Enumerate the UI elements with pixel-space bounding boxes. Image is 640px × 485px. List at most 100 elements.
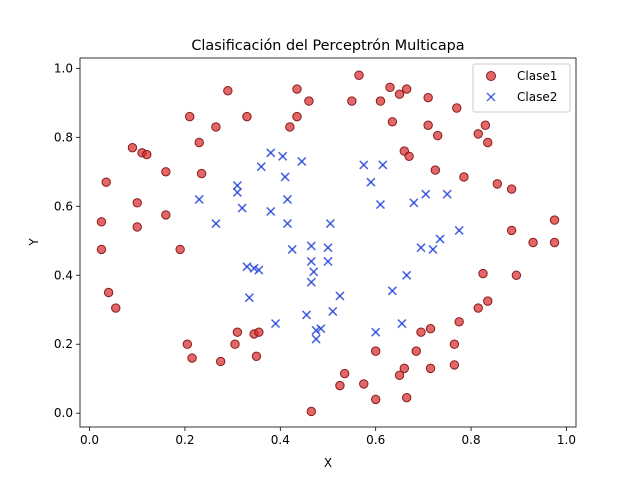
data-point: [132, 222, 142, 232]
data-point: [251, 351, 262, 362]
data-point: [285, 122, 295, 132]
data-point: [254, 327, 264, 337]
data-point: [306, 277, 316, 287]
data-point: [232, 327, 243, 337]
data-point: [354, 70, 364, 80]
data-point: [256, 162, 266, 172]
data-point: [449, 339, 460, 349]
data-point: [416, 327, 426, 337]
data-point: [175, 244, 185, 255]
series-clase1: [96, 70, 560, 417]
data-point: [506, 184, 517, 194]
data-point: [254, 265, 264, 275]
data-point: [483, 296, 493, 306]
data-point: [394, 89, 405, 99]
data-point: [394, 370, 405, 380]
data-point: [411, 346, 421, 356]
data-point: [425, 324, 436, 334]
data-point: [244, 293, 254, 303]
data-point: [371, 327, 381, 337]
data-point: [306, 406, 317, 417]
data-point: [266, 148, 276, 158]
data-point: [370, 346, 381, 356]
legend-marker-clase2: [486, 92, 496, 102]
data-point: [452, 103, 462, 113]
data-point: [375, 199, 386, 210]
data-point: [347, 96, 357, 106]
data-point: [359, 379, 369, 389]
data-point: [409, 198, 419, 208]
data-point: [454, 317, 464, 327]
data-point: [335, 380, 345, 391]
data-point: [311, 325, 321, 336]
data-point: [161, 167, 171, 177]
legend-frame: [472, 63, 571, 113]
data-point: [387, 117, 398, 127]
data-point: [375, 96, 386, 106]
series-clase2: [194, 148, 464, 344]
data-point: [282, 194, 293, 204]
data-point: [196, 168, 207, 179]
data-point: [297, 156, 307, 167]
data-point: [292, 84, 302, 94]
y-tick-label: 0.4: [54, 268, 73, 282]
data-point: [402, 270, 412, 280]
data-point: [399, 363, 410, 374]
legend-marker-clase1: [486, 71, 496, 81]
data-point: [325, 218, 335, 229]
data-point: [370, 394, 381, 405]
data-point: [404, 151, 414, 161]
y-tick-label: 0.2: [54, 337, 73, 351]
x-tick-label: 1.0: [557, 433, 576, 447]
data-point: [211, 218, 221, 229]
data-point: [478, 268, 488, 279]
data-point: [242, 262, 252, 272]
data-point: [223, 86, 233, 96]
data-point: [366, 177, 376, 187]
data-point: [270, 318, 281, 329]
y-tick-label: 0.0: [54, 406, 73, 420]
data-point: [473, 303, 483, 313]
data-point: [480, 120, 491, 130]
data-point: [549, 237, 560, 248]
data-point: [449, 360, 460, 370]
data-point: [423, 92, 433, 103]
y-tick-label: 0.8: [54, 130, 73, 144]
data-point: [421, 189, 431, 199]
data-point: [127, 142, 138, 153]
data-point: [483, 137, 493, 148]
data-point: [211, 122, 221, 132]
data-point: [435, 234, 445, 244]
data-point: [416, 243, 426, 253]
data-point: [184, 111, 195, 122]
data-point: [428, 244, 438, 254]
data-point: [323, 256, 333, 267]
data-point: [237, 203, 247, 213]
data-point: [278, 151, 288, 161]
data-point: [473, 129, 483, 139]
data-point: [142, 149, 152, 160]
data-point: [311, 334, 321, 344]
data-point: [359, 160, 369, 170]
data-point: [292, 111, 302, 122]
data-point: [194, 137, 204, 148]
data-point: [187, 353, 197, 363]
x-tick-label: 0.8: [462, 433, 481, 447]
data-point: [442, 189, 452, 199]
data-point: [232, 187, 242, 198]
data-point: [397, 318, 407, 329]
data-point: [506, 225, 517, 236]
data-point: [287, 244, 297, 254]
data-point: [387, 286, 397, 296]
data-point: [432, 130, 443, 141]
data-point: [280, 172, 290, 182]
data-point: [111, 303, 121, 313]
data-point: [242, 111, 252, 122]
data-point: [309, 267, 319, 277]
data-point: [101, 177, 111, 187]
data-point: [232, 181, 242, 191]
data-point: [459, 172, 469, 182]
data-point: [182, 339, 193, 349]
